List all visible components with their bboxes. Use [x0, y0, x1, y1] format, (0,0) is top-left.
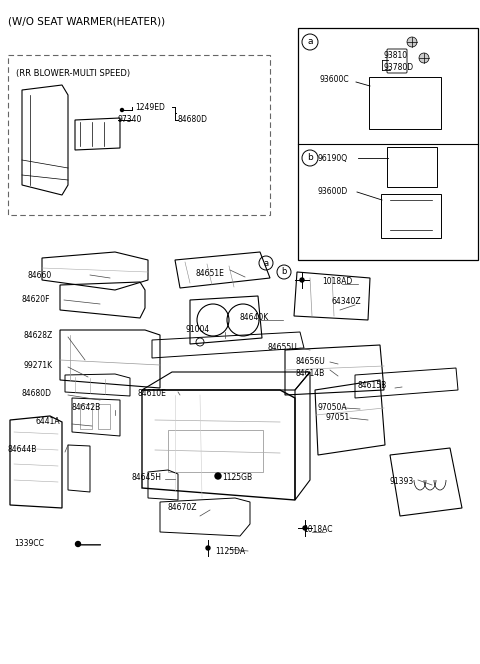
- Circle shape: [303, 526, 307, 530]
- Bar: [168, 430, 263, 472]
- Text: b: b: [281, 268, 287, 276]
- Text: 84614B: 84614B: [295, 369, 324, 378]
- Circle shape: [75, 542, 81, 546]
- Text: 93600D: 93600D: [318, 187, 348, 197]
- Text: 84615B: 84615B: [358, 380, 387, 390]
- Text: 97051: 97051: [326, 414, 350, 422]
- Text: (RR BLOWER-MULTI SPEED): (RR BLOWER-MULTI SPEED): [16, 69, 130, 78]
- Text: 64340Z: 64340Z: [332, 297, 361, 307]
- Text: 97050A: 97050A: [318, 402, 348, 412]
- Text: 97340: 97340: [118, 114, 143, 124]
- Text: 91393: 91393: [390, 477, 414, 487]
- Circle shape: [300, 278, 304, 282]
- Circle shape: [120, 108, 123, 112]
- Bar: [298, 28, 478, 260]
- Text: 84670Z: 84670Z: [168, 503, 197, 513]
- Text: 96190Q: 96190Q: [318, 153, 348, 163]
- Bar: [98, 404, 110, 429]
- Text: 84656U: 84656U: [295, 357, 325, 367]
- Text: 1125GB: 1125GB: [222, 473, 252, 481]
- Circle shape: [206, 546, 210, 550]
- Text: 84680D: 84680D: [22, 388, 52, 398]
- Text: b: b: [307, 153, 313, 163]
- Text: 84628Z: 84628Z: [24, 331, 53, 339]
- Text: a: a: [307, 37, 313, 46]
- Text: 1339CC: 1339CC: [14, 539, 44, 548]
- Text: 84610E: 84610E: [138, 388, 167, 398]
- Text: 1018AD: 1018AD: [322, 278, 352, 286]
- Circle shape: [407, 37, 417, 47]
- Text: 93810: 93810: [383, 52, 407, 60]
- Bar: [80, 404, 92, 429]
- Text: a: a: [264, 258, 269, 268]
- Text: 84642B: 84642B: [72, 404, 101, 412]
- Text: 84651E: 84651E: [195, 268, 224, 278]
- Text: 84645H: 84645H: [132, 473, 162, 481]
- Circle shape: [215, 473, 221, 479]
- Text: 91004: 91004: [185, 325, 209, 335]
- Text: 1249ED: 1249ED: [135, 102, 165, 112]
- Text: 84620F: 84620F: [22, 295, 50, 305]
- Circle shape: [419, 53, 429, 63]
- Text: 84680D: 84680D: [178, 114, 208, 124]
- Text: 84655U: 84655U: [268, 343, 298, 353]
- Text: 1125DA: 1125DA: [215, 546, 245, 556]
- Text: 84660: 84660: [28, 270, 52, 280]
- Text: (W/O SEAT WARMER(HEATER)): (W/O SEAT WARMER(HEATER)): [8, 16, 165, 26]
- Text: 84644B: 84644B: [8, 446, 37, 454]
- Text: 93780D: 93780D: [383, 62, 413, 72]
- Text: 93600C: 93600C: [320, 76, 349, 84]
- Text: 6441A: 6441A: [36, 418, 60, 426]
- Text: 1018AC: 1018AC: [303, 525, 333, 535]
- Text: 84640K: 84640K: [240, 313, 269, 323]
- Bar: [8, 55, 270, 215]
- Text: 99271K: 99271K: [24, 361, 53, 369]
